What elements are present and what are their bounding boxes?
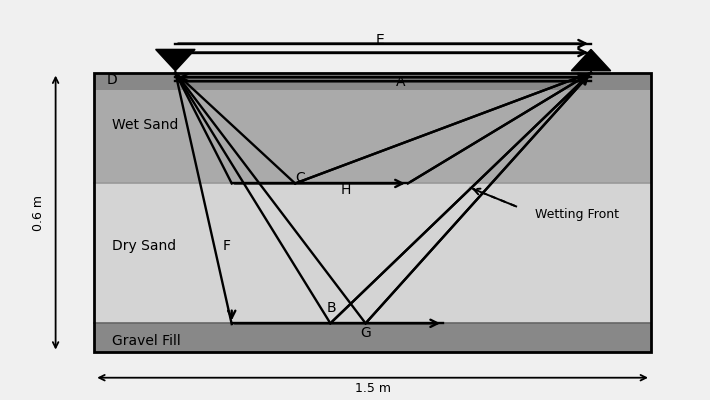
- Text: D: D: [106, 74, 117, 88]
- Text: 1.5 m: 1.5 m: [354, 382, 391, 395]
- Text: 0.6 m: 0.6 m: [32, 194, 45, 230]
- Bar: [94, 184, 651, 323]
- Text: B: B: [327, 301, 337, 315]
- Text: C: C: [295, 171, 305, 185]
- Bar: [94, 90, 651, 184]
- Text: F: F: [223, 239, 231, 253]
- Bar: [94, 73, 651, 352]
- Polygon shape: [572, 50, 611, 71]
- Text: E: E: [376, 33, 384, 47]
- Text: Dry Sand: Dry Sand: [112, 239, 176, 253]
- Text: G: G: [360, 326, 371, 340]
- Bar: [94, 73, 651, 352]
- Text: Wet Sand: Wet Sand: [112, 118, 178, 132]
- Text: Wetting Front: Wetting Front: [535, 208, 618, 221]
- Text: A: A: [396, 76, 405, 90]
- Polygon shape: [155, 50, 195, 71]
- Text: H: H: [341, 183, 351, 197]
- Bar: [94, 323, 651, 352]
- Text: Gravel Fill: Gravel Fill: [112, 334, 181, 348]
- Bar: [94, 73, 651, 90]
